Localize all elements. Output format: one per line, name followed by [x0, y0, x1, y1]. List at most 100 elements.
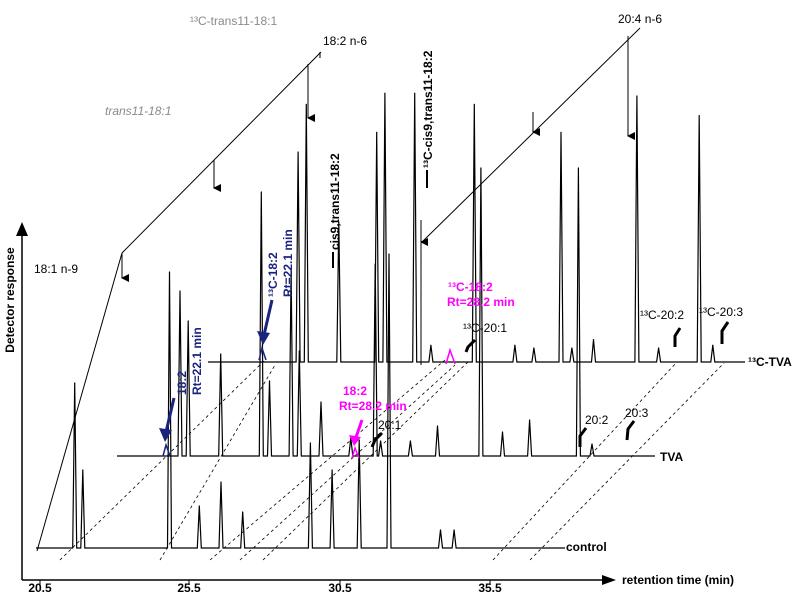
arrow-20-3-13c: [720, 321, 730, 344]
peak-TVA-12: [436, 425, 439, 427]
y-axis-label: Detector response: [3, 247, 17, 353]
label-18-2-n6: 18:2 n-6: [323, 34, 367, 48]
dash-7: [529, 362, 725, 561]
navy-peak-13c: [258, 345, 267, 361]
dash-6: [492, 362, 677, 561]
navy-peak-tva: [162, 442, 171, 457]
traces: [36, 92, 745, 549]
dashed-guides: [59, 359, 725, 561]
peak-13C-TVA-14: [658, 347, 660, 349]
peak-13C-TVA-1: [305, 103, 307, 105]
label-18-2-magenta: 18:2: [343, 384, 367, 398]
peak-13C-TVA-10: [560, 131, 562, 133]
label-13c-20-2: ¹³C-20:2: [640, 308, 684, 322]
guide-20-4-diag: [420, 27, 641, 244]
x-tick-label: 35.5: [478, 581, 502, 592]
peak-TVA-10: [380, 440, 382, 442]
peak-TVA-7: [320, 401, 322, 403]
label-20-2-tva: 20:2: [585, 413, 609, 427]
peak-13C-TVA-3: [376, 131, 378, 133]
peak-control-8: [358, 439, 360, 441]
label-13c-trans11-18-1: ¹³C-trans11-18:1: [190, 14, 277, 28]
x-tick-label: 25.5: [177, 581, 201, 592]
peak-control-10: [439, 529, 442, 531]
trace-label-13c-tva: ¹³C-TVA: [748, 355, 792, 369]
peak-control-2: [168, 271, 171, 273]
navy-arrow-tva: [164, 397, 176, 433]
dash-4: [239, 364, 456, 561]
trace-13C-TVA: [208, 92, 745, 363]
peak-13C-TVA-11: [571, 347, 573, 349]
axes: 20.5 25.5 30.5 35.5: [16, 222, 616, 592]
peak-13C-TVA-15: [698, 115, 700, 117]
peak-13C-TVA-16: [712, 344, 714, 346]
label-13c-20-1: ¹³C-20:1: [463, 321, 507, 335]
label-13c-18-2: ¹³C-18:2: [266, 252, 280, 297]
navy-arrowhead-13c: [257, 331, 270, 345]
arrow-20-2-13c: [673, 327, 682, 347]
label-18-2-tva-rt: Rt=22.1 min: [190, 327, 204, 395]
trace-label-control: control: [566, 540, 607, 554]
peak-TVA-13: [480, 167, 482, 169]
x-tick-label: 30.5: [328, 581, 352, 592]
magenta-peak-13c: [445, 347, 456, 365]
peak-13C-TVA-9: [533, 347, 535, 349]
guide-18-1: [36, 252, 123, 552]
trace-control: [36, 253, 565, 549]
navy-arrowhead-tva: [159, 428, 172, 442]
y-axis-arrow: [16, 222, 28, 236]
trace-line-control: [36, 253, 565, 549]
peak-13C-TVA-4: [384, 92, 386, 94]
label-13c-18-2-rt: Rt=22.1 min: [281, 229, 295, 297]
arrow-20-1-tva: [370, 431, 384, 448]
trace-TVA: [117, 167, 655, 457]
peak-13C-TVA-13: [636, 95, 638, 97]
trace-line-TVA: [117, 167, 655, 457]
peak-control-4: [220, 481, 222, 483]
peak-control-7: [331, 469, 333, 471]
guide-18-1-top: [121, 51, 322, 254]
peak-control-9: [388, 253, 390, 255]
dash-1: [59, 359, 266, 561]
dash-2: [159, 364, 276, 561]
peak-control-5: [242, 511, 244, 513]
peak-TVA-15: [529, 419, 531, 421]
peak-13C-TVA-5: [414, 92, 416, 94]
peak-TVA-5: [290, 269, 292, 271]
label-18-1-n9: 18:1 n-9: [34, 262, 78, 276]
highlight-paths: [162, 345, 456, 459]
peak-TVA-0: [179, 290, 181, 292]
peak-control-11: [453, 529, 455, 531]
peak-TVA-14: [501, 431, 504, 433]
label-trans11-18-1: trans11-18:1: [105, 104, 172, 118]
peak-TVA-16: [577, 167, 580, 169]
arrow-20-2-tva: [578, 427, 588, 447]
peak-TVA-3: [260, 191, 262, 193]
peak-13C-TVA-0: [297, 151, 299, 153]
label-13c-18-2-magenta: ¹³C-18:2: [448, 280, 493, 294]
peak-control-6: [309, 442, 311, 444]
label-13c-cis9-trans11: ¹³C-cis9,trans11-18:2: [421, 50, 435, 168]
x-tick-label: 20.5: [28, 581, 52, 592]
trace-label-tva: TVA: [660, 450, 683, 464]
label-13c-20-3: ¹³C-20:3: [699, 305, 743, 319]
peak-13C-TVA-7: [473, 103, 475, 105]
dash-3: [209, 359, 446, 561]
label-20-4-n6: 20:4 n-6: [618, 12, 662, 26]
navy-arrow-13c: [262, 299, 274, 336]
arrow-20-1-13c: [464, 338, 477, 353]
peak-TVA-4: [268, 380, 271, 382]
guide-lines: [36, 27, 641, 552]
label-cis9-trans11: cis9,trans11-18:2: [328, 153, 342, 250]
x-ticks: 20.5 25.5 30.5 35.5: [28, 580, 502, 592]
peak-control-0: [74, 382, 76, 384]
label-18-2-magenta-rt: Rt=28.2 min: [339, 399, 407, 413]
magenta-arrowhead-tva: [349, 435, 361, 446]
peak-13C-TVA-8: [514, 344, 516, 346]
peak-TVA-2: [220, 353, 222, 355]
annotation-arrows: [159, 170, 730, 448]
peak-TVA-1: [187, 320, 189, 322]
peak-13C-TVA-12: [592, 339, 595, 341]
x-axis-arrow: [602, 575, 616, 585]
